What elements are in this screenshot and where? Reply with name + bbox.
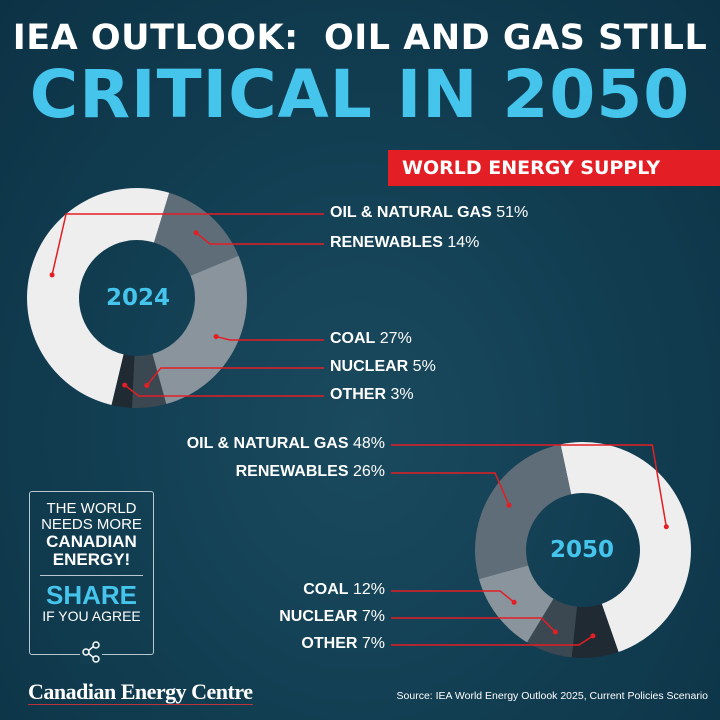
slice-label: OTHER 3% [330, 386, 414, 404]
slice-category: OTHER [301, 635, 358, 652]
slice-label: NUCLEAR 5% [330, 358, 436, 376]
promo-box: THE WORLD NEEDS MORE CANADIAN ENERGY! SH… [29, 491, 154, 655]
donut-slice-2024-2 [152, 255, 248, 405]
leader-line-2024-2 [215, 335, 324, 341]
donut-slice-2050-1 [475, 444, 572, 580]
promo-line-2: NEEDS MORE [41, 516, 142, 533]
slice-label: RENEWABLES 14% [330, 234, 479, 252]
slice-value: 14% [447, 234, 480, 251]
donut-2024-center-label: 2024 [106, 285, 171, 311]
leader-line-2024-3 [146, 367, 324, 386]
leader-line-2050-3 [391, 617, 556, 633]
donut-slice-2024-0 [26, 187, 170, 406]
promo-line-1: THE WORLD [46, 500, 137, 517]
slice-label: OIL & NATURAL GAS 51% [330, 204, 528, 222]
leader-line-2024-4 [124, 384, 324, 397]
slice-value: 51% [496, 204, 529, 221]
slice-value: 7% [361, 635, 385, 652]
slice-category: RENEWABLES [235, 463, 349, 480]
slice-category: RENEWABLES [330, 234, 443, 251]
section-banner: WORLD ENERGY SUPPLY [388, 150, 720, 186]
slice-value: 27% [379, 330, 412, 347]
donut-slice-2024-4 [111, 354, 135, 408]
slice-category: NUCLEAR [330, 358, 409, 375]
promo-line-3: CANADIAN [46, 532, 137, 551]
donut-2050-center-label: 2050 [550, 537, 615, 563]
slice-category: COAL [330, 330, 376, 347]
slice-value: 26% [352, 463, 385, 480]
slice-label: COAL 12% [303, 581, 385, 599]
slice-label: OIL & NATURAL GAS 48% [187, 435, 385, 453]
slice-value: 7% [361, 608, 385, 625]
leader-dot-2024-0 [49, 272, 55, 278]
slice-value: 48% [352, 435, 385, 452]
leader-dot-2050-3 [552, 629, 558, 635]
donut-slice-2050-0 [560, 441, 692, 652]
promo-agree: IF YOU AGREE [42, 608, 141, 624]
promo-share: SHARE [45, 580, 137, 610]
logo: Canadian Energy Centre [28, 679, 253, 705]
leader-dot-2024-3 [144, 382, 150, 388]
promo-line-4: ENERGY! [52, 550, 131, 569]
leader-dot-2050-4 [590, 633, 596, 639]
donut-slice-2050-4 [571, 603, 619, 659]
title-line-2: CRITICAL IN 2050 [29, 56, 691, 133]
slice-value: 3% [390, 386, 414, 403]
leader-dot-2050-1 [506, 502, 512, 508]
slice-label: OTHER 7% [301, 635, 385, 653]
leader-dot-2024-1 [193, 230, 199, 236]
slice-category: COAL [303, 581, 349, 598]
slice-category: OTHER [330, 386, 386, 403]
share-icon[interactable] [80, 640, 102, 664]
slice-label: RENEWABLES 26% [236, 463, 385, 481]
slice-category: OIL & NATURAL GAS [330, 204, 492, 221]
leader-dot-2024-4 [122, 382, 128, 388]
leader-line-2050-0 [391, 444, 668, 527]
slice-category: NUCLEAR [279, 608, 358, 625]
title-line-1: IEA OUTLOOK: OIL AND GAS STILL [12, 18, 708, 58]
leader-line-2050-2 [391, 590, 515, 603]
slice-value: 12% [352, 581, 385, 598]
slice-value: 5% [412, 358, 436, 375]
donut-slice-2024-3 [132, 353, 167, 408]
leader-dot-2024-2 [213, 334, 219, 340]
leader-line-2050-1 [391, 472, 510, 506]
slice-label: NUCLEAR 7% [279, 608, 385, 626]
leader-line-2024-1 [195, 232, 324, 245]
promo-divider [40, 575, 143, 576]
leader-dot-2050-2 [511, 599, 517, 605]
donut-slice-2050-2 [478, 565, 554, 643]
leader-line-2024-0 [51, 213, 324, 276]
leader-line-2050-4 [391, 635, 594, 646]
slice-category: OIL & NATURAL GAS [186, 435, 349, 452]
source-note: Source: IEA World Energy Outlook 2025, C… [396, 690, 708, 702]
leader-dot-2050-0 [663, 524, 669, 530]
slice-label: COAL 27% [330, 330, 412, 348]
